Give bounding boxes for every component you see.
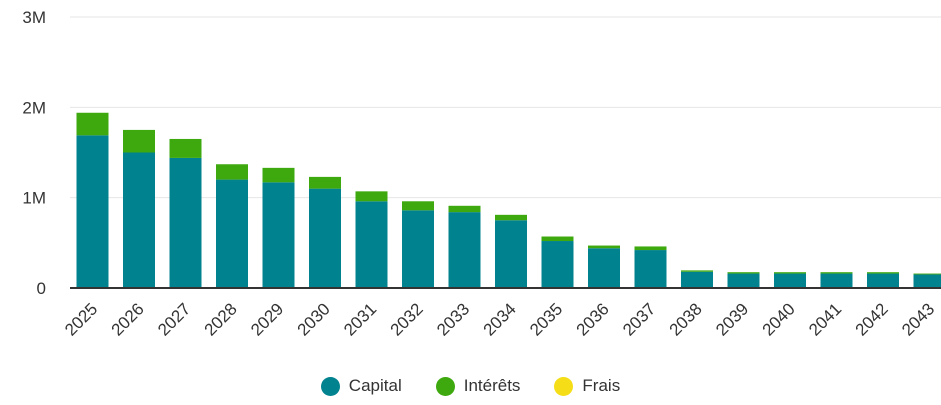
bar-segment-capital (355, 201, 388, 288)
y-tick-label: 2M (22, 98, 46, 117)
bar-segment-capital (495, 220, 527, 288)
x-tick-label: 2040 (759, 299, 799, 339)
bar-segment-capital (76, 135, 109, 288)
bar-segment-intrts (169, 138, 202, 158)
y-tick-label: 1M (22, 189, 46, 208)
x-tick-label: 2032 (387, 299, 427, 339)
x-tick-label: 2029 (247, 299, 287, 339)
bar-segment-intrts (355, 191, 388, 202)
bar-segment-capital (820, 273, 853, 288)
x-tick-label: 2037 (619, 299, 659, 339)
bar-segment-capital (588, 248, 620, 288)
bar-segment-capital (262, 182, 295, 288)
legend-item-capital[interactable]: Capital (320, 376, 402, 396)
y-tick-label: 0 (37, 279, 46, 298)
bar-segment-capital (169, 157, 202, 288)
bar-segment-capital (681, 271, 713, 288)
bar-segment-intrts (448, 205, 481, 213)
bar-segment-capital (448, 212, 481, 288)
legend-item-interets[interactable]: Intérêts (435, 376, 521, 396)
bar-segment-intrts (820, 272, 853, 274)
bar-segment-intrts (216, 164, 248, 180)
bar-segment-capital (634, 250, 667, 288)
bar-segment-intrts (774, 272, 806, 274)
x-tick-label: 2034 (480, 299, 520, 339)
bar-segment-capital (867, 273, 899, 288)
x-tick-label: 2039 (712, 299, 752, 339)
x-tick-label: 2041 (805, 299, 845, 339)
bar-segment-intrts (588, 245, 620, 249)
bar-segment-capital (913, 274, 941, 288)
legend-label-capital: Capital (348, 376, 402, 395)
legend-item-frais[interactable]: Frais (554, 376, 620, 396)
x-tick-label: 2033 (433, 299, 473, 339)
bar-segment-capital (123, 152, 155, 288)
bar-segment-intrts (681, 270, 713, 272)
bar-segment-intrts (541, 236, 574, 242)
bar-segment-intrts (76, 112, 109, 136)
x-tick-label: 2025 (61, 299, 101, 339)
legend-label-interets: Intérêts (463, 376, 521, 395)
legend-label-frais: Frais (582, 376, 621, 395)
x-tick-label: 2042 (852, 299, 892, 339)
x-tick-label: 2035 (526, 299, 566, 339)
bar-segment-intrts (867, 272, 899, 274)
chart-legend: Capital Intérêts Frais (0, 376, 941, 396)
bar-segment-intrts (402, 201, 434, 211)
bar-segment-capital (541, 241, 574, 288)
x-tick-label: 2038 (666, 299, 706, 339)
x-tick-label: 2027 (154, 299, 194, 339)
x-tick-label: 2026 (108, 299, 148, 339)
bar-segment-intrts (634, 246, 667, 251)
legend-swatch-capital (320, 376, 340, 396)
bar-segment-capital (402, 210, 434, 288)
bar-segment-intrts (495, 214, 527, 221)
x-tick-label: 2043 (898, 299, 938, 339)
x-tick-label: 2031 (340, 299, 380, 339)
bar-segment-intrts (123, 129, 155, 153)
y-tick-label: 3M (22, 8, 46, 27)
legend-swatch-interets (435, 376, 455, 396)
bar-segment-capital (727, 273, 760, 288)
bar-segment-intrts (262, 167, 295, 183)
x-tick-label: 2036 (573, 299, 613, 339)
x-tick-label: 2028 (201, 299, 241, 339)
bar-segment-intrts (309, 176, 341, 189)
bar-segment-intrts (913, 273, 941, 275)
bar-segment-capital (309, 188, 341, 288)
x-tick-label: 2030 (294, 299, 334, 339)
bar-segment-capital (216, 179, 248, 288)
bar-segment-intrts (727, 272, 760, 274)
bar-segment-capital (774, 273, 806, 288)
legend-swatch-frais (554, 376, 574, 396)
